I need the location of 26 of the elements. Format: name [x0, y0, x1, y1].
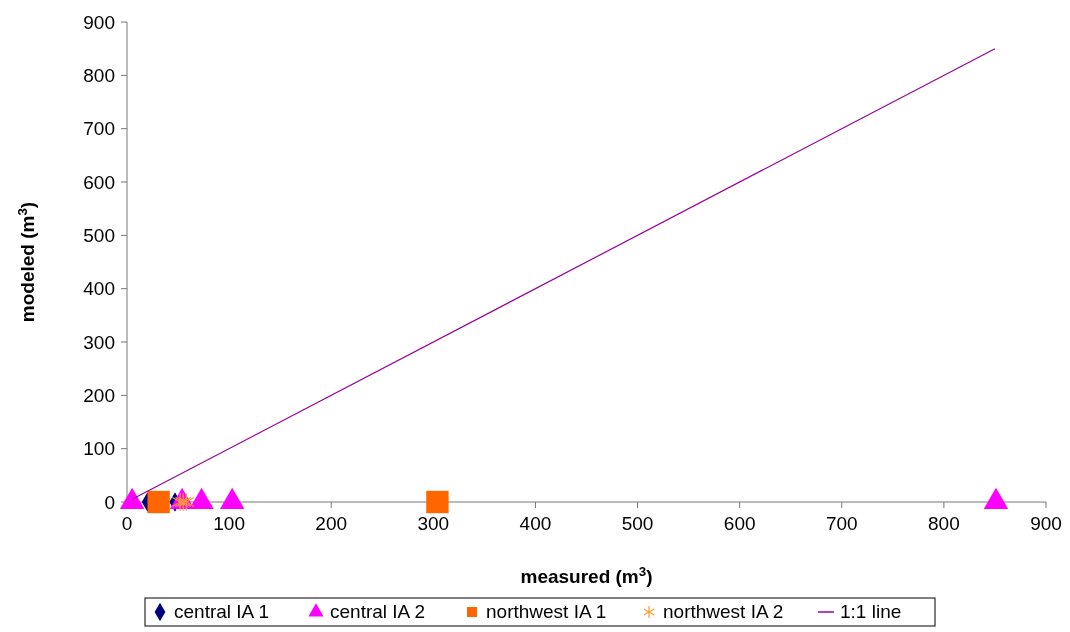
x-tick-label: 700: [825, 513, 858, 534]
y-tick-label: 800: [83, 64, 115, 86]
y-tick-label: 500: [83, 224, 115, 246]
x-axis-title: measured (m$^{3}$): [520, 563, 653, 587]
y-tick-label: 600: [83, 171, 115, 193]
legend-label: northwest IA 2: [663, 601, 784, 622]
y-tick-label: 300: [83, 331, 115, 353]
x-tick-label: 600: [723, 513, 756, 534]
x-tick-label: 0: [121, 513, 133, 534]
x-tick-label: 900: [1030, 513, 1062, 534]
y-tick-label: 900: [83, 11, 115, 33]
x-tick-label: 800: [928, 513, 960, 534]
y-tick-label: 700: [83, 118, 115, 140]
y-tick-label: 0: [104, 491, 115, 513]
legend-label: northwest IA 1: [486, 601, 607, 622]
x-tick-label: 500: [621, 513, 654, 534]
y-tick-label: 100: [83, 438, 115, 460]
x-tick-label: 300: [417, 513, 450, 534]
x-tick-label: 200: [315, 513, 348, 534]
legend-label: central IA 2: [330, 601, 426, 622]
x-tick-label: 100: [213, 513, 245, 534]
x-tick-label: 400: [519, 513, 552, 534]
legend-label: 1:1 line: [840, 601, 902, 622]
y-tick-label: 200: [83, 384, 115, 406]
legend-label: central IA 1: [174, 601, 270, 622]
y-tick-label: 400: [83, 278, 115, 300]
